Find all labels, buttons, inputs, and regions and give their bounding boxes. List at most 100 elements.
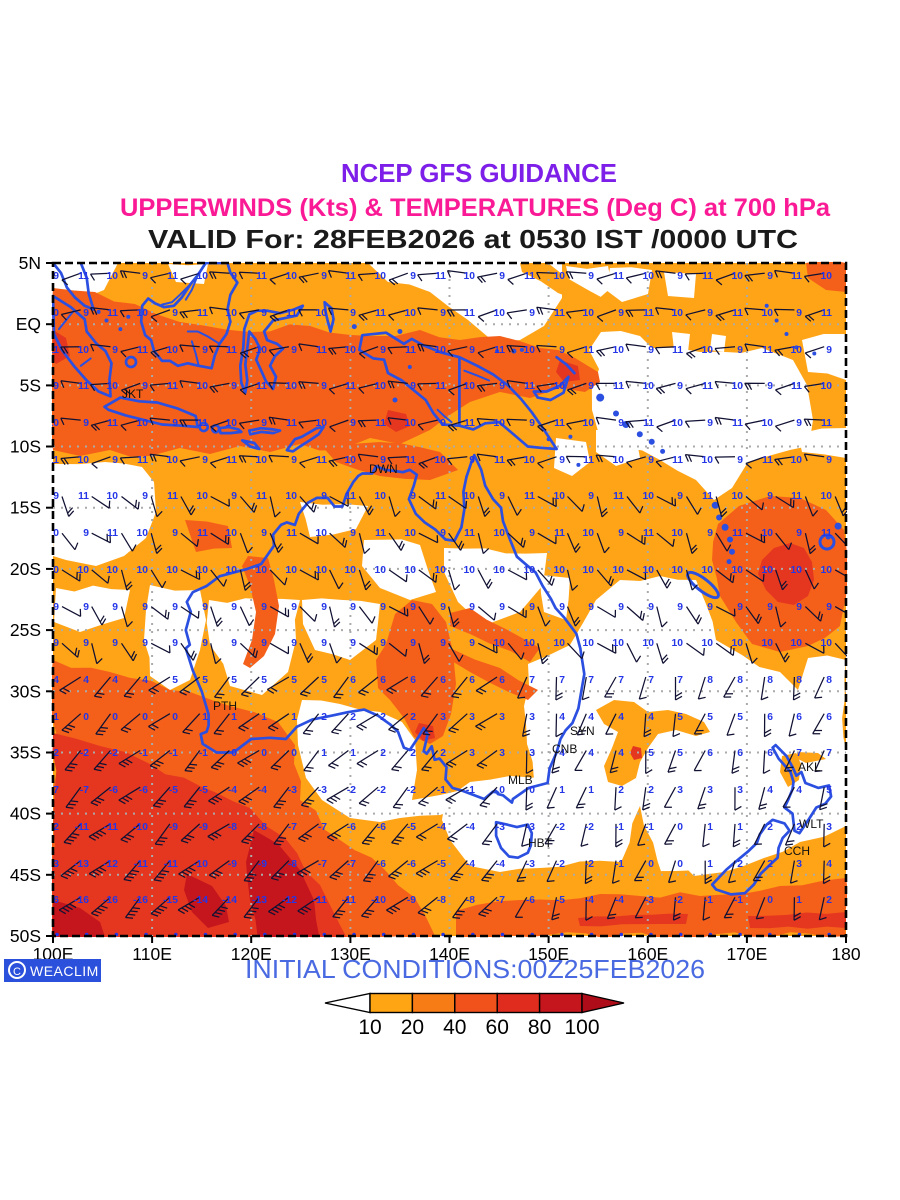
svg-text:15S: 15S [10,498,41,518]
svg-text:9: 9 [350,602,356,613]
svg-text:11: 11 [316,345,327,356]
svg-text:-4: -4 [496,859,505,870]
svg-text:9: 9 [410,602,416,613]
svg-text:-9: -9 [258,859,267,870]
svg-text:6: 6 [380,675,386,686]
svg-text:3: 3 [499,748,505,759]
svg-text:9: 9 [172,418,178,429]
svg-text:-2: -2 [109,748,118,759]
svg-text:9: 9 [737,345,743,356]
svg-text:7: 7 [618,675,624,686]
svg-text:10: 10 [672,418,684,429]
svg-text:10: 10 [554,491,566,502]
svg-text:1: 1 [737,822,743,833]
svg-text:-14: -14 [193,895,208,906]
svg-text:0: 0 [677,859,683,870]
svg-text:10: 10 [583,638,595,649]
svg-text:80: 80 [528,1016,551,1039]
svg-text:10: 10 [197,271,209,282]
svg-text:4: 4 [648,712,654,723]
svg-text:-2: -2 [377,785,386,796]
svg-text:-10: -10 [133,822,148,833]
svg-text:11: 11 [286,418,297,429]
svg-text:-6: -6 [109,785,118,796]
svg-text:9: 9 [529,418,535,429]
svg-text:10: 10 [197,491,209,502]
svg-text:4: 4 [559,748,565,759]
svg-text:10: 10 [821,638,833,649]
svg-text:-12: -12 [44,822,59,833]
svg-text:9: 9 [142,381,148,392]
svg-text:10: 10 [48,418,60,429]
svg-text:7: 7 [796,748,802,759]
svg-text:NCEP GFS GUIDANCE: NCEP GFS GUIDANCE [341,158,617,188]
svg-text:9: 9 [677,381,683,392]
svg-text:11: 11 [791,491,802,502]
svg-text:120E: 120E [231,944,272,964]
svg-text:10: 10 [732,381,744,392]
svg-text:110E: 110E [132,944,172,964]
svg-text:11: 11 [583,345,594,356]
svg-text:10: 10 [524,638,536,649]
svg-text:9: 9 [767,381,773,392]
svg-text:10: 10 [464,491,476,502]
svg-text:10: 10 [494,418,506,429]
svg-text:9: 9 [588,491,594,502]
svg-text:0: 0 [677,822,683,833]
svg-text:11: 11 [345,381,356,392]
svg-text:9: 9 [202,345,208,356]
svg-text:11: 11 [732,308,743,319]
svg-text:10: 10 [613,455,625,466]
svg-text:10: 10 [464,565,476,576]
svg-text:9: 9 [202,638,208,649]
svg-text:9: 9 [588,271,594,282]
svg-text:9: 9 [321,602,327,613]
svg-text:10: 10 [613,565,625,576]
svg-text:8: 8 [826,675,832,686]
svg-text:11: 11 [613,271,624,282]
svg-text:7: 7 [677,675,683,686]
svg-text:11: 11 [524,381,535,392]
svg-text:10: 10 [554,271,566,282]
svg-text:9: 9 [83,638,89,649]
svg-text:-9: -9 [228,859,237,870]
svg-text:-1: -1 [615,822,624,833]
svg-text:11: 11 [494,345,505,356]
svg-text:9: 9 [83,528,89,539]
svg-text:3: 3 [796,859,802,870]
svg-text:-1: -1 [169,748,178,759]
svg-text:10: 10 [672,565,684,576]
svg-text:10: 10 [643,271,655,282]
svg-text:10: 10 [316,418,328,429]
svg-text:11: 11 [613,491,624,502]
svg-text:10: 10 [702,345,714,356]
svg-text:9: 9 [112,638,118,649]
svg-text:-9: -9 [169,822,178,833]
svg-text:0: 0 [172,712,178,723]
svg-text:DWN: DWN [369,462,398,476]
svg-text:9: 9 [321,381,327,392]
svg-text:-8: -8 [228,822,237,833]
svg-text:10: 10 [494,308,506,319]
svg-text:5: 5 [648,748,654,759]
svg-text:CNB: CNB [552,742,577,756]
svg-text:10: 10 [524,345,536,356]
svg-text:-6: -6 [347,822,356,833]
svg-text:11: 11 [345,491,356,502]
svg-text:-1: -1 [139,748,148,759]
svg-text:10: 10 [791,565,803,576]
svg-text:9: 9 [559,455,565,466]
svg-text:3: 3 [499,712,505,723]
svg-text:10: 10 [672,638,684,649]
svg-text:9: 9 [410,491,416,502]
svg-text:10: 10 [554,638,566,649]
svg-text:6: 6 [796,712,802,723]
svg-text:9: 9 [112,455,118,466]
svg-text:10: 10 [405,418,417,429]
svg-text:9: 9 [172,602,178,613]
svg-text:7: 7 [648,675,654,686]
svg-text:11: 11 [464,308,475,319]
svg-text:11: 11 [762,345,773,356]
svg-text:MLB: MLB [508,773,533,787]
svg-text:9: 9 [469,455,475,466]
